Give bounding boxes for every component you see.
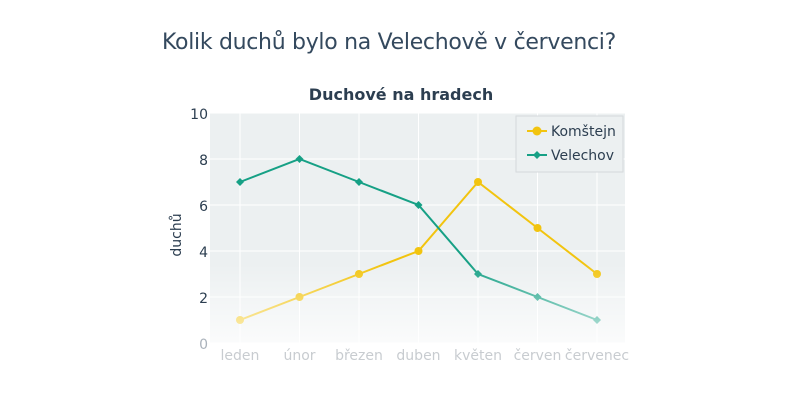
data-point	[355, 178, 363, 186]
legend-marker	[532, 126, 542, 136]
y-tick-label: 10	[190, 107, 208, 123]
bottom-fade	[210, 263, 625, 351]
x-tick-label: červenec	[565, 348, 629, 364]
data-point	[414, 247, 423, 255]
y-tick-label: 8	[199, 153, 208, 169]
data-point	[295, 155, 304, 163]
legend-box	[515, 115, 624, 173]
legend-marker	[533, 151, 541, 159]
x-tick-label: červen	[514, 348, 562, 364]
page-title: Kolik duchů bylo na Velechově v červenci…	[162, 30, 616, 55]
legend-label: Komštejn	[551, 124, 616, 140]
x-tick-label: leden	[221, 348, 260, 364]
data-point	[236, 178, 244, 186]
x-tick-label: březen	[335, 348, 383, 364]
data-point	[474, 178, 482, 186]
legend: Komštejn Velechov	[515, 115, 624, 173]
y-axis-label: duchů	[169, 213, 185, 256]
y-tick-label: 6	[199, 199, 208, 215]
data-point	[414, 201, 423, 209]
x-tick-label: květen	[454, 348, 502, 364]
x-tick-label: únor	[283, 348, 315, 364]
y-tick-label: 2	[199, 291, 208, 307]
x-tick-label: duben	[396, 348, 440, 364]
chart-title: Duchové na hradech	[309, 85, 493, 104]
y-tick-label: 4	[199, 245, 208, 261]
y-tick-label: 0	[199, 337, 208, 353]
data-point	[533, 224, 542, 232]
legend-label: Velechov	[551, 148, 614, 164]
